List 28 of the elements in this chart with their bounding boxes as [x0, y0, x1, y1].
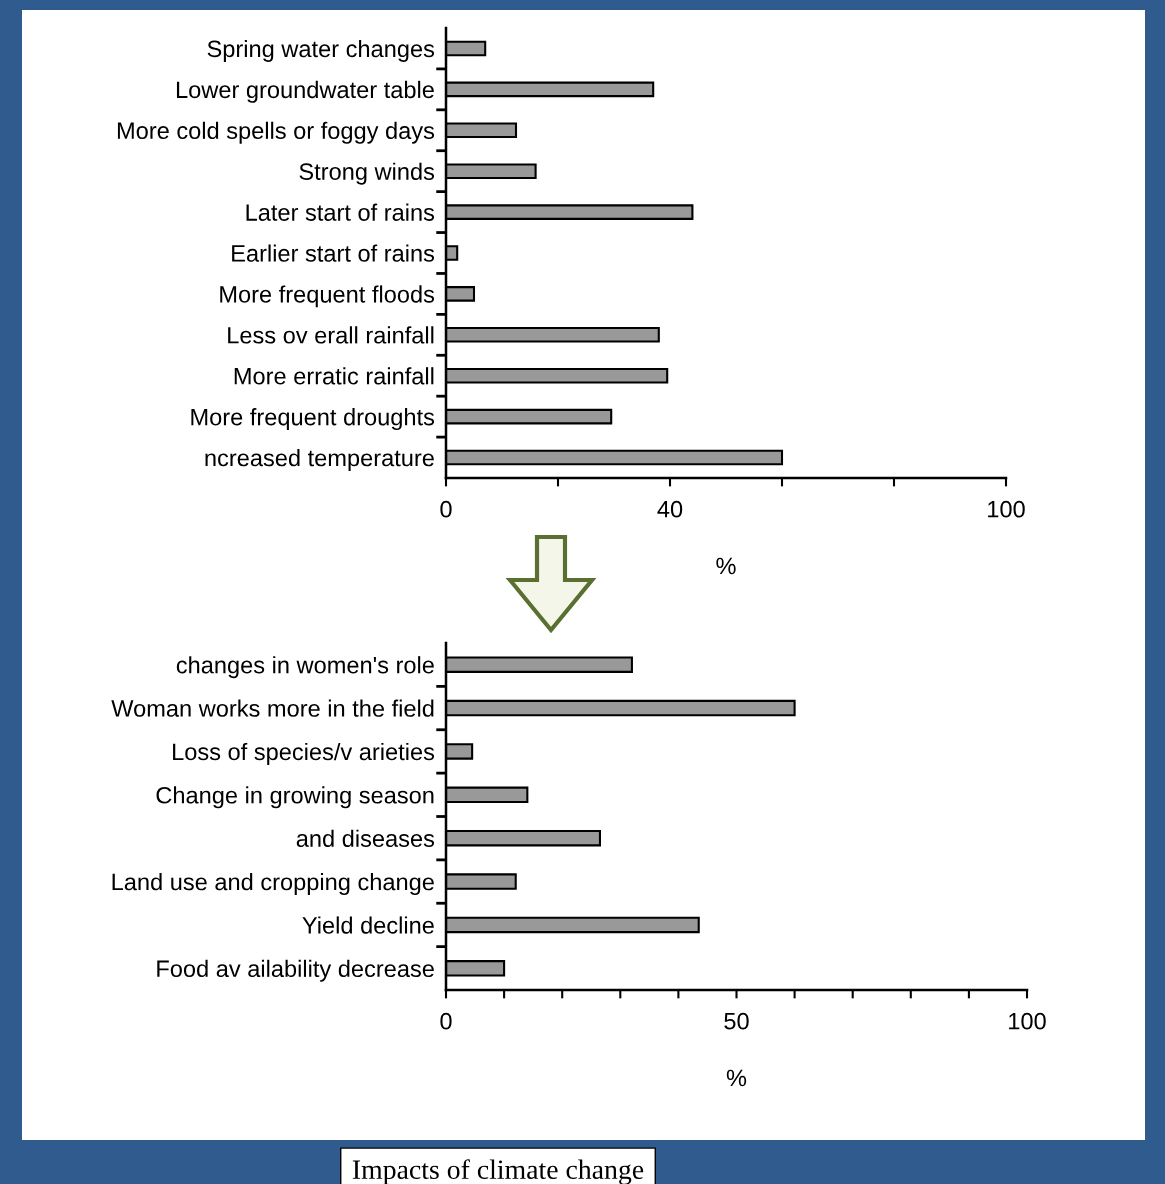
- y-tick-label: More cold spells or foggy days: [117, 121, 435, 144]
- y-tick-label: Change in growing season: [156, 786, 434, 809]
- y-tick-label: Earlier start of rains: [232, 244, 435, 262]
- y-tick-label: Woman works more in the field: [111, 699, 434, 717]
- y-tick-label: Spring water changes: [207, 39, 435, 62]
- y-tick-label: More frequent floods: [220, 285, 435, 308]
- y-tick-label: Less ov erall rainfall: [228, 326, 434, 344]
- x-tick-label: 50: [724, 1012, 749, 1030]
- x-tick-label: 40: [657, 500, 683, 518]
- x-axis-title: %: [716, 557, 736, 575]
- x-tick-label: 100: [1009, 1012, 1046, 1030]
- y-tick-label: Yield decline: [302, 916, 434, 934]
- y-tick-label: More frequent droughts: [191, 408, 435, 431]
- y-tick-label: Strong winds: [299, 162, 435, 185]
- y-tick-label: changes in women's role: [176, 656, 434, 679]
- y-tick-label: More erratic rainfall: [234, 367, 434, 385]
- y-tick-label: and diseases: [296, 829, 435, 847]
- y-tick-label: Lower groundwater table: [176, 80, 434, 103]
- y-tick-label: Later start of rains: [246, 203, 435, 221]
- text: Impacts of climate change: [352, 1159, 644, 1184]
- y-tick-label: Loss of species/v arieties: [173, 742, 435, 765]
- x-tick-label: 0: [440, 500, 452, 518]
- y-tick-label: Food av ailability decrease: [157, 959, 434, 982]
- x-axis-title: %: [726, 1069, 747, 1087]
- x-tick-label: 0: [440, 1012, 452, 1030]
- y-tick-label: ncreased temperature: [205, 448, 434, 471]
- y-tick-label: Land use and cropping change: [112, 873, 434, 896]
- x-tick-label: 100: [988, 500, 1025, 518]
